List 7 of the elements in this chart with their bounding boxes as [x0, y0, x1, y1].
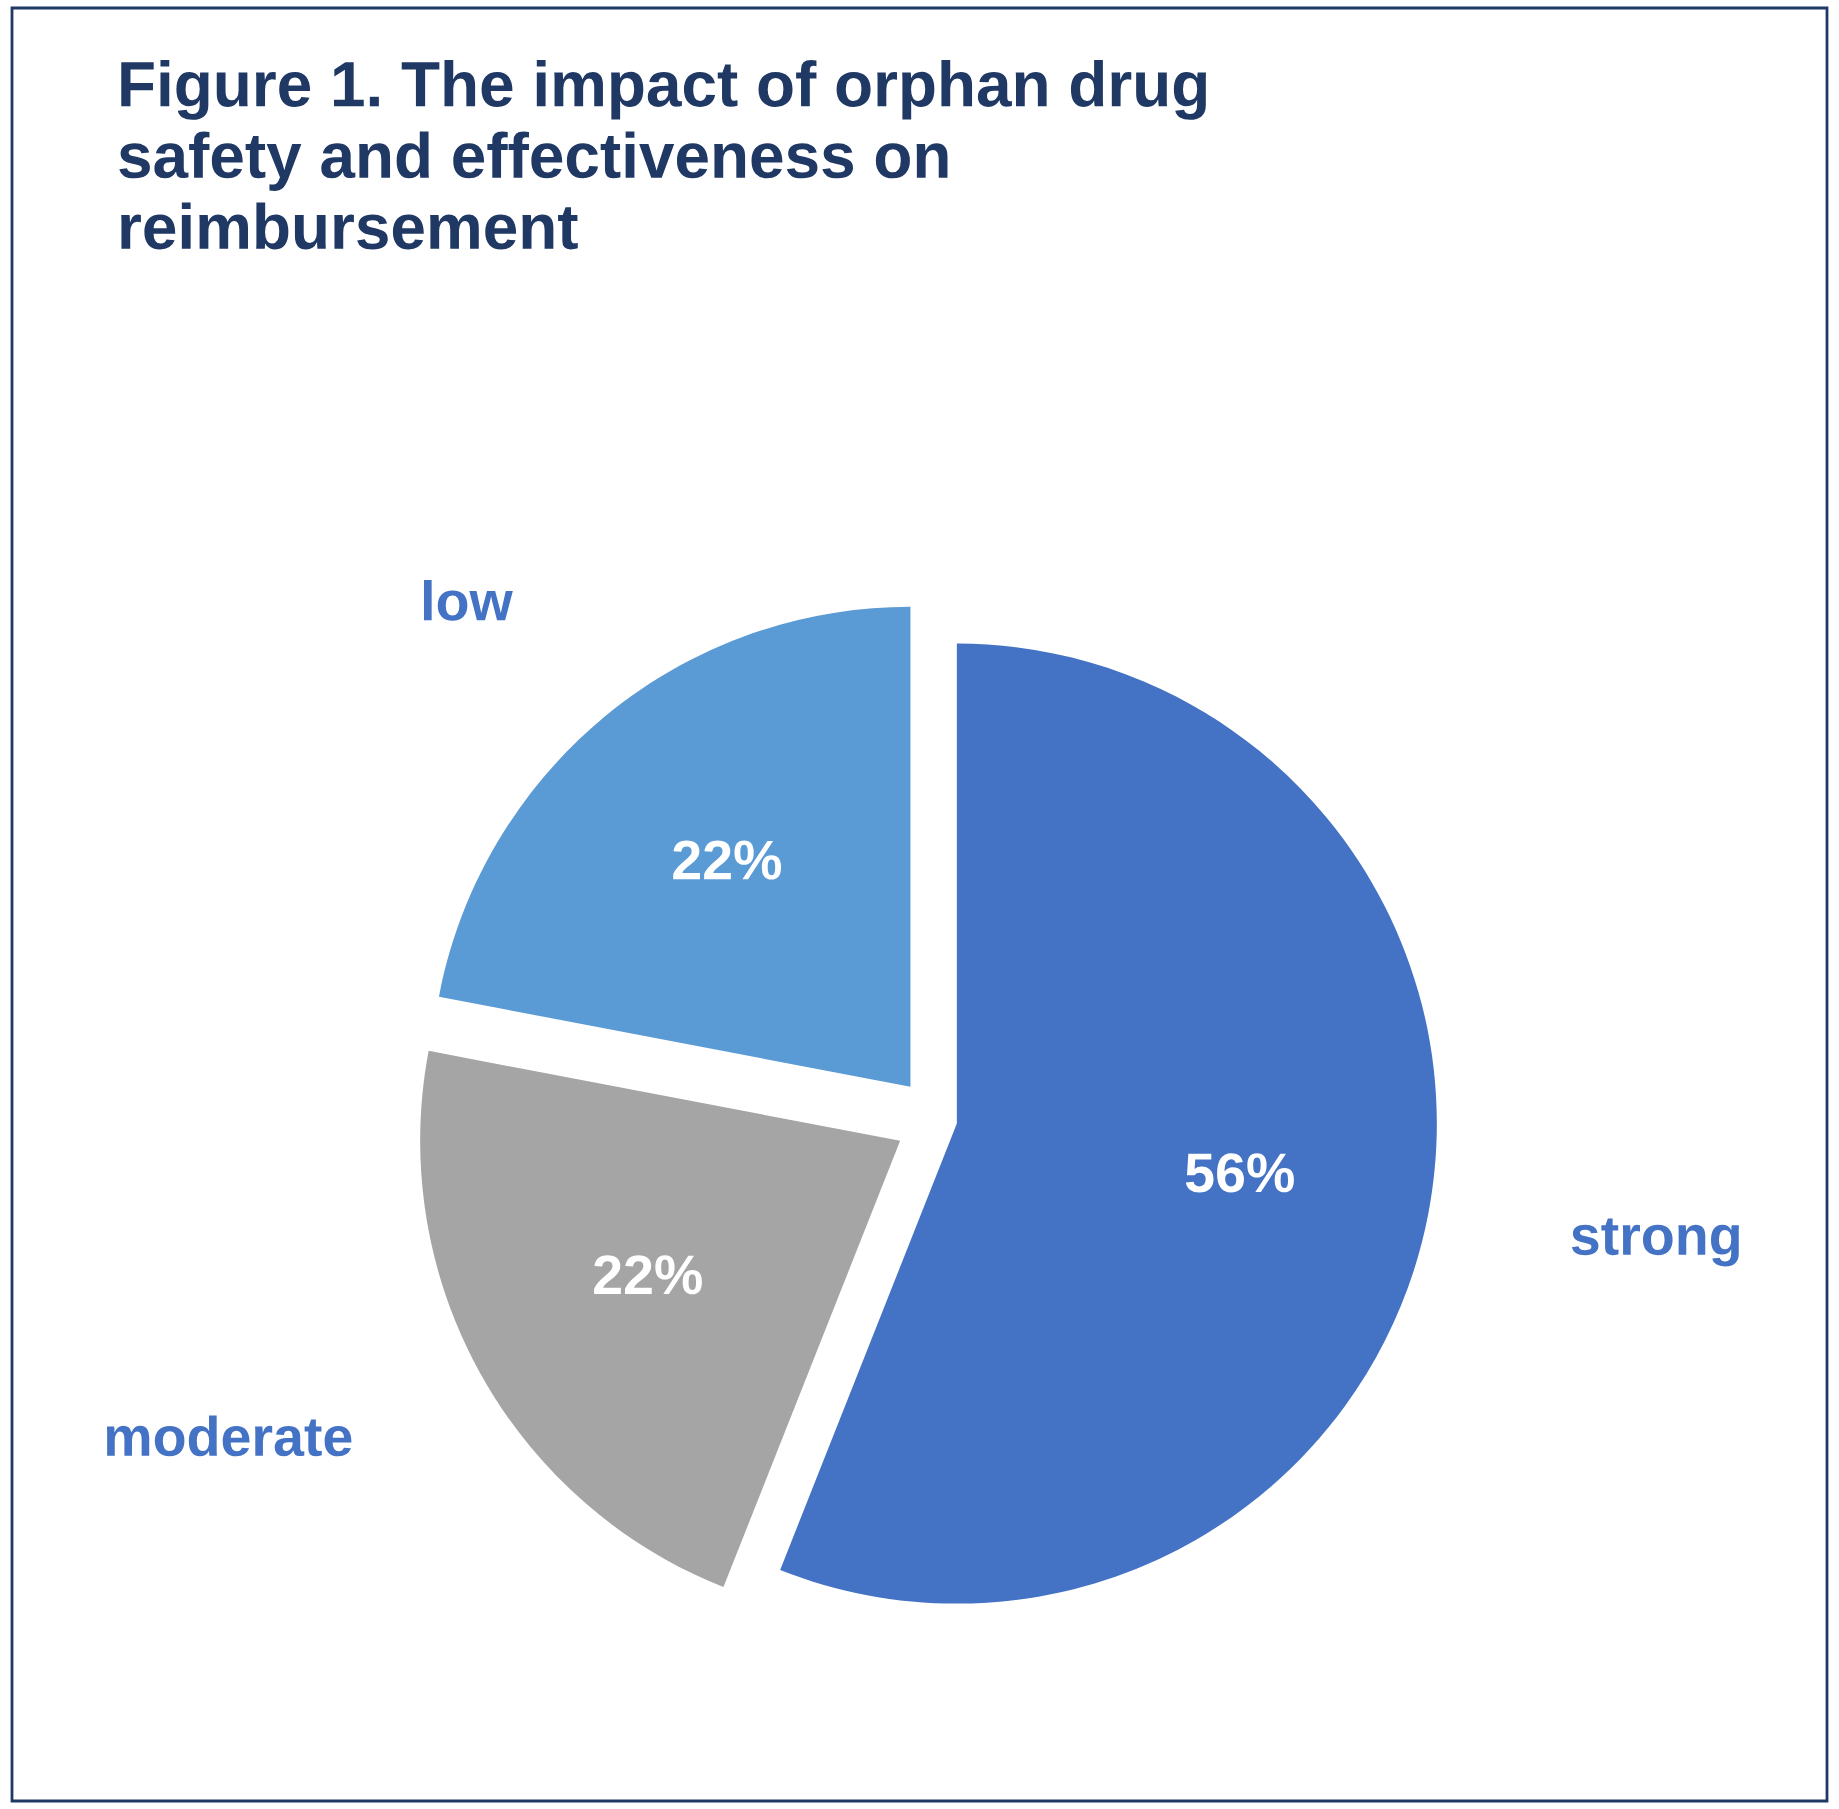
slice-label: strong — [1571, 1218, 1739, 1267]
data-label: 56% — [1185, 1153, 1294, 1193]
chart-title: Figure 1. The impact of orphan drug safety and effectiveness on reimbursement — [119, 60, 1206, 250]
slice-label: moderate — [106, 1415, 352, 1457]
data-label: 22% — [673, 840, 782, 880]
data-label: 22% — [594, 1255, 702, 1295]
slice-label: low — [424, 580, 513, 621]
